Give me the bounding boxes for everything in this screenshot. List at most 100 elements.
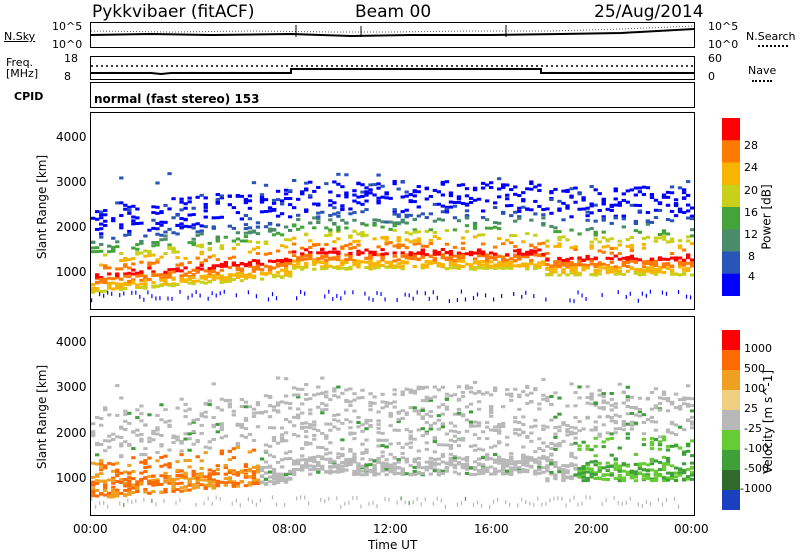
velocity-cell bbox=[388, 424, 393, 428]
power-cell bbox=[416, 230, 421, 234]
power-cell bbox=[444, 258, 450, 262]
power-cell bbox=[103, 219, 108, 223]
power-cell bbox=[320, 265, 325, 269]
velocity-cell bbox=[545, 464, 550, 468]
velocity-cell bbox=[452, 434, 458, 438]
velocity-cell bbox=[115, 435, 120, 439]
velocity-cell bbox=[279, 439, 285, 443]
power-cell bbox=[597, 209, 602, 213]
velocity-cell bbox=[356, 415, 361, 419]
power-cell bbox=[348, 251, 353, 255]
power-cell bbox=[657, 258, 663, 262]
power-cell bbox=[199, 224, 204, 228]
velocity-cell bbox=[456, 456, 462, 460]
power-cell bbox=[239, 239, 245, 243]
power-cell bbox=[384, 260, 389, 264]
power-cell bbox=[304, 264, 309, 268]
velocity-cell bbox=[436, 462, 442, 466]
velocity-cell bbox=[480, 503, 483, 508]
velocity-cell bbox=[488, 445, 494, 449]
velocity-cell bbox=[316, 464, 321, 468]
velocity-cell bbox=[480, 456, 486, 460]
power-cell bbox=[460, 259, 466, 263]
power-cell bbox=[316, 251, 321, 255]
power-cell bbox=[677, 207, 683, 211]
velocity-cell bbox=[259, 475, 265, 479]
power-ytick: 3000 bbox=[56, 175, 87, 189]
power-cell bbox=[549, 224, 554, 228]
power-cell bbox=[541, 262, 546, 266]
velocity-cell bbox=[119, 396, 124, 400]
velocity-cell bbox=[601, 423, 606, 427]
power-cell bbox=[348, 246, 353, 250]
power-cell bbox=[215, 264, 220, 268]
velocity-cell bbox=[653, 469, 659, 473]
power-cell bbox=[629, 243, 634, 247]
velocity-cell bbox=[215, 406, 220, 410]
velocity-cell bbox=[364, 421, 369, 425]
power-cell bbox=[255, 232, 261, 236]
power-cell bbox=[569, 298, 571, 303]
power-cell bbox=[601, 215, 606, 219]
velocity-cell bbox=[677, 504, 680, 509]
velocity-cell bbox=[275, 460, 281, 464]
power-cell bbox=[677, 239, 683, 243]
power-cell bbox=[179, 269, 184, 273]
velocity-cell bbox=[557, 444, 562, 448]
power-cell bbox=[541, 222, 546, 226]
power-cell bbox=[484, 293, 487, 298]
power-cell bbox=[127, 211, 132, 215]
velocity-cell bbox=[255, 480, 261, 484]
power-cell bbox=[215, 237, 220, 241]
power-cell bbox=[267, 206, 273, 210]
velocity-cell bbox=[649, 501, 651, 506]
velocity-cell bbox=[400, 390, 405, 394]
power-cell bbox=[239, 268, 245, 272]
velocity-cell bbox=[292, 468, 297, 472]
power-cell bbox=[653, 264, 659, 268]
velocity-cell bbox=[448, 443, 454, 447]
power-cell bbox=[440, 193, 446, 197]
power-cell bbox=[641, 291, 643, 296]
velocity-cell bbox=[416, 463, 421, 467]
velocity-cell bbox=[360, 396, 365, 400]
velocity-cell bbox=[440, 498, 442, 503]
velocity-cell bbox=[131, 470, 136, 474]
power-cell bbox=[521, 255, 526, 259]
velocity-cell bbox=[247, 468, 253, 472]
velocity-cell bbox=[111, 485, 116, 489]
velocity-cell bbox=[376, 444, 381, 448]
velocity-cell bbox=[685, 418, 691, 422]
velocity-cell bbox=[336, 427, 341, 431]
power-cell bbox=[645, 211, 651, 215]
velocity-ytick: 4000 bbox=[56, 335, 87, 349]
velocity-cell bbox=[545, 477, 550, 481]
velocity-cell bbox=[143, 423, 148, 427]
power-cell bbox=[219, 247, 224, 251]
power-cell bbox=[392, 244, 397, 248]
power-cell bbox=[368, 254, 373, 258]
power-cell bbox=[283, 264, 289, 268]
velocity-cell bbox=[155, 502, 157, 507]
power-cell bbox=[179, 262, 184, 266]
power-cell bbox=[328, 190, 333, 194]
velocity-cell bbox=[247, 432, 253, 436]
velocity-cell bbox=[585, 495, 587, 500]
velocity-cell bbox=[127, 442, 132, 446]
power-cell bbox=[179, 225, 184, 229]
velocity-cell bbox=[167, 479, 172, 483]
velocity-cell bbox=[131, 483, 136, 487]
velocity-cell bbox=[127, 421, 132, 425]
power-cell bbox=[163, 282, 168, 286]
power-heatmap bbox=[91, 172, 694, 304]
power-cell bbox=[91, 216, 96, 220]
power-cell bbox=[255, 246, 261, 250]
power-cell bbox=[179, 208, 184, 212]
velocity-cell bbox=[665, 428, 671, 432]
power-cell bbox=[541, 213, 546, 217]
power-cell bbox=[368, 191, 373, 195]
power-cell bbox=[308, 257, 313, 261]
velocity-cell bbox=[251, 407, 257, 411]
power-cell bbox=[223, 289, 225, 294]
velocity-cell bbox=[279, 475, 285, 479]
